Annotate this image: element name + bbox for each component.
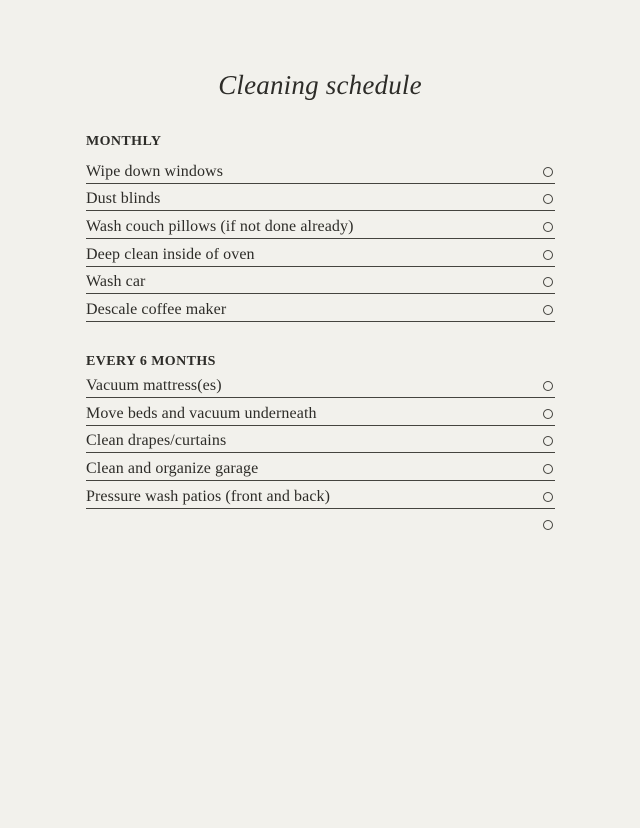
task-label: Wipe down windows bbox=[86, 162, 224, 180]
task-row: Wash car bbox=[86, 267, 555, 295]
section-heading-every-6-months: EVERY 6 MONTHS bbox=[86, 354, 216, 370]
task-row: Deep clean inside of oven bbox=[86, 239, 555, 267]
section-heading-monthly: MONTHLY bbox=[86, 134, 162, 149]
task-label: Descale coffee maker bbox=[86, 301, 227, 319]
task-row: Descale coffee maker bbox=[86, 294, 555, 323]
task-label: Clean and organize garage bbox=[86, 459, 259, 477]
checkbox-circle-icon[interactable] bbox=[543, 463, 553, 474]
task-label: Pressure wash patios (front and back) bbox=[86, 487, 331, 505]
task-row: Vacuum mattress(es) bbox=[86, 370, 555, 398]
empty-task-row bbox=[86, 509, 555, 537]
checkbox-circle-icon[interactable] bbox=[543, 249, 553, 260]
task-row: Pressure wash patios (front and back) bbox=[86, 481, 555, 509]
task-row: Dust blinds bbox=[86, 184, 555, 212]
checkbox-circle-icon[interactable] bbox=[543, 520, 553, 531]
task-row: Move beds and vacuum underneath bbox=[86, 398, 555, 426]
monthly-rows: Wipe down windows Dust blinds Wash couch… bbox=[86, 156, 555, 323]
task-label: Vacuum mattress(es) bbox=[86, 376, 222, 394]
task-row: Clean drapes/curtains bbox=[86, 426, 555, 454]
checkbox-circle-icon[interactable] bbox=[543, 277, 553, 288]
checkbox-circle-icon[interactable] bbox=[543, 222, 553, 233]
checkbox-circle-icon[interactable] bbox=[543, 166, 553, 177]
task-label: Wash car bbox=[86, 273, 146, 291]
task-label: Move beds and vacuum underneath bbox=[86, 404, 317, 422]
checklist-content: MONTHLY Wipe down windows Dust blinds Wa… bbox=[86, 133, 555, 536]
task-label: Wash couch pillows (if not done already) bbox=[86, 218, 354, 236]
task-row: Clean and organize garage bbox=[86, 453, 555, 481]
page-title: Cleaning schedule bbox=[218, 70, 422, 100]
task-label: Clean drapes/curtains bbox=[86, 432, 227, 450]
checkbox-circle-icon[interactable] bbox=[543, 305, 553, 316]
task-row: Wash couch pillows (if not done already) bbox=[86, 211, 555, 240]
checkbox-circle-icon[interactable] bbox=[543, 380, 553, 391]
task-label: Dust blinds bbox=[86, 190, 161, 208]
checkbox-circle-icon[interactable] bbox=[543, 436, 553, 447]
task-label: Deep clean inside of oven bbox=[86, 245, 255, 263]
task-row: Wipe down windows bbox=[86, 156, 555, 184]
checkbox-circle-icon[interactable] bbox=[543, 408, 553, 419]
every-6-months-rows: Vacuum mattress(es) Move beds and vacuum… bbox=[86, 370, 555, 536]
checkbox-circle-icon[interactable] bbox=[543, 194, 553, 205]
checkbox-circle-icon[interactable] bbox=[543, 491, 553, 502]
